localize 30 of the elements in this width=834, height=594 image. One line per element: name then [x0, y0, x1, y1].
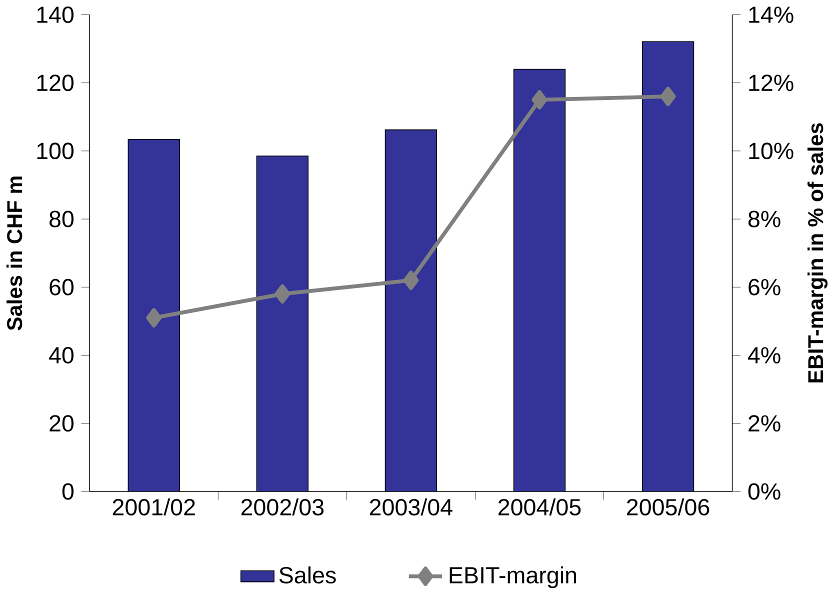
y-tick-label: 100 [37, 142, 74, 160]
x-tick-label: 2001/02 [112, 498, 195, 516]
point [274, 284, 290, 304]
x-tick-label: 2005/06 [627, 498, 710, 516]
legend-label: EBIT-margin [450, 566, 576, 588]
point [660, 86, 676, 106]
y-tick-label: 40 [49, 347, 74, 364]
y2-tick-label: 14% [749, 6, 794, 23]
y2-tick-label: 0% [748, 483, 780, 500]
point [532, 90, 548, 110]
y2-tick-label: 12% [749, 74, 794, 92]
point [146, 308, 162, 328]
y-tick-label: 140 [37, 6, 74, 23]
y2-axis-title: EBIT-margin in % of sales [808, 123, 828, 382]
y-tick-label: 120 [37, 74, 74, 92]
y2-tick-label: 10% [749, 142, 794, 160]
y2-tick-label: 2% [748, 415, 780, 432]
y-axis-title: Sales in CHF m [6, 176, 22, 330]
y-tick-label: 20 [50, 415, 74, 432]
x-tick-label: 2004/05 [498, 498, 581, 516]
y-tick-label: 0 [62, 483, 74, 500]
y2-tick-label: 6% [748, 278, 780, 296]
y-tick-label: 80 [50, 210, 74, 228]
y2-tick-label: 8% [748, 210, 780, 228]
y2-tick-label: 4% [748, 347, 780, 364]
x-tick-label: 2002/03 [241, 498, 324, 516]
point [403, 270, 419, 290]
legend-label: Sales [279, 566, 336, 584]
y-tick-label: 60 [50, 278, 74, 296]
x-tick-label: 2003/04 [370, 498, 452, 516]
